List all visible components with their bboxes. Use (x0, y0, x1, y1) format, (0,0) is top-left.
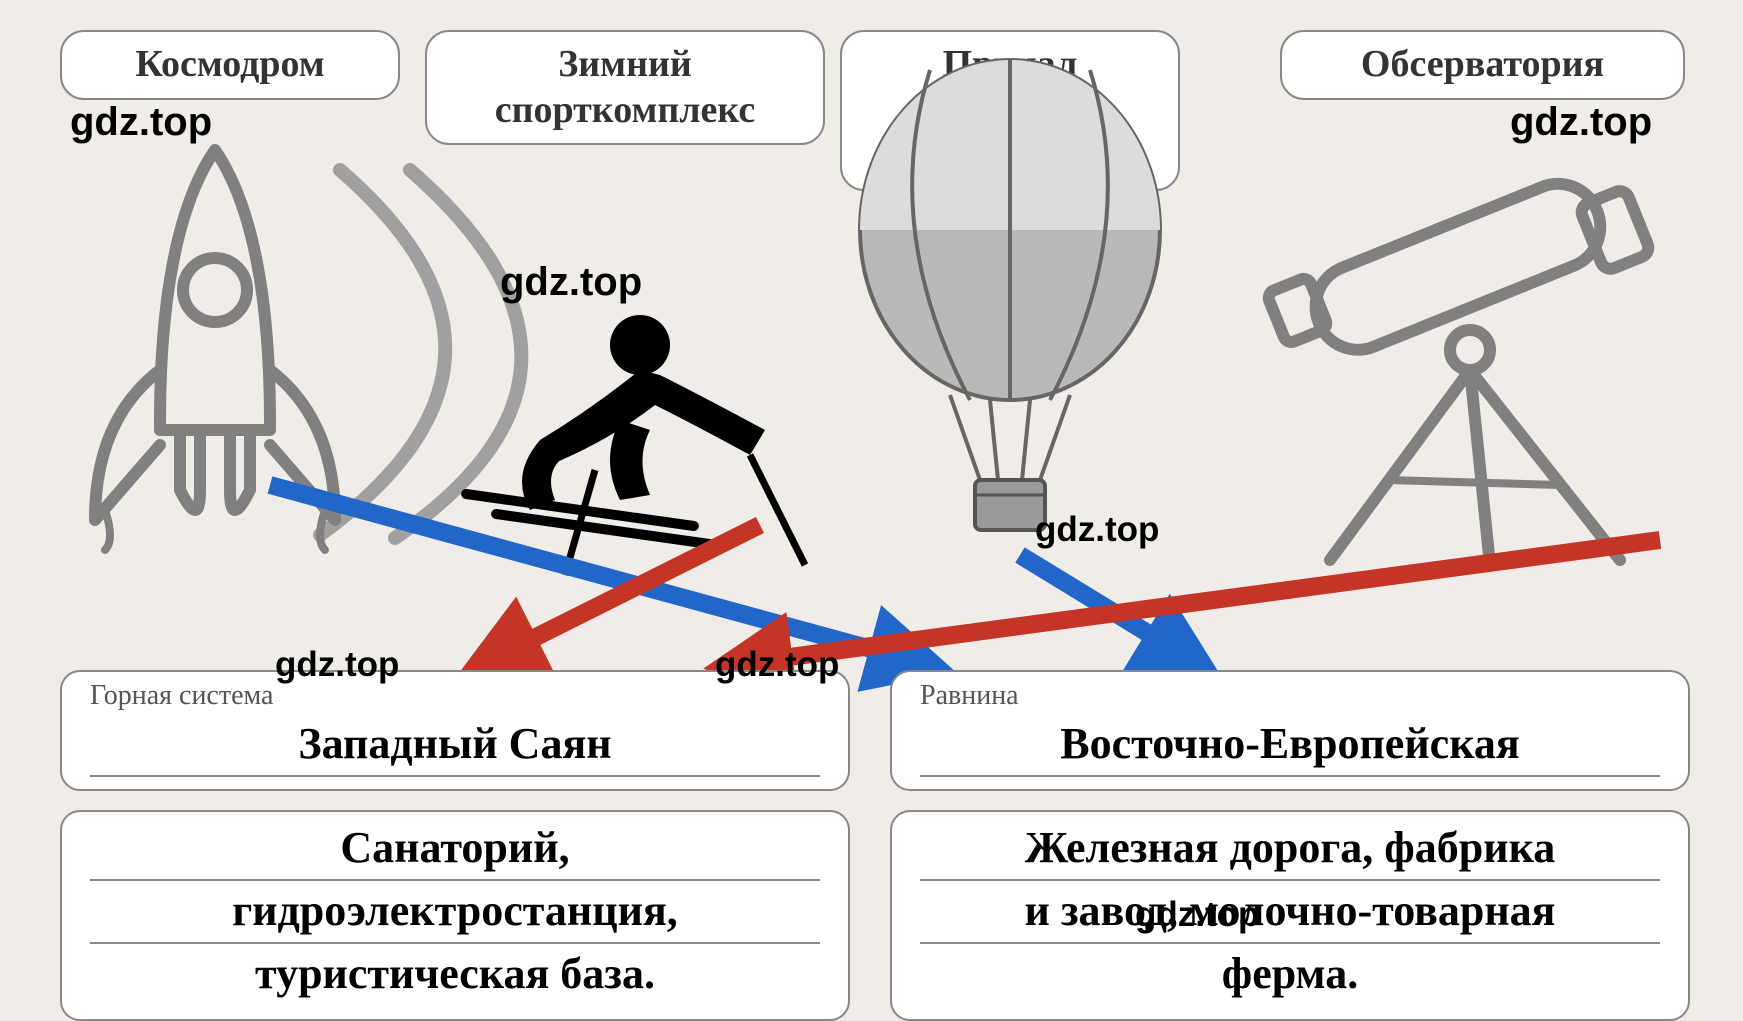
watermark: gdz.top (500, 260, 642, 305)
watermark: gdz.top (1510, 100, 1652, 145)
box-value: Западный Саян (90, 716, 820, 777)
telescope-icon (1266, 171, 1651, 565)
box-mountain-system: Горная система Западный Саян (60, 670, 850, 791)
watermark: gdz.top (1035, 510, 1159, 550)
rocket-icon (95, 150, 335, 550)
box-line: ферма. (920, 946, 1660, 1005)
balloon-icon (860, 60, 1160, 530)
box-label: Горная система (90, 680, 820, 712)
watermark: gdz.top (715, 645, 839, 685)
box-line: гидроэлектростанция, (90, 883, 820, 944)
box-line: туристическая база. (90, 946, 820, 1005)
watermark: gdz.top (275, 645, 399, 685)
box-plain: Равнина Восточно-Европейская (890, 670, 1690, 791)
box-mountain-extra: Санаторий, гидроэлектростанция, туристич… (60, 810, 850, 1021)
box-plain-extra: Железная дорога, фабрика и завод, молочн… (890, 810, 1690, 1021)
watermark: gdz.top (1135, 895, 1259, 935)
skier-icon (460, 315, 805, 575)
box-value: Восточно-Европейская (920, 716, 1660, 777)
box-line: Санаторий, (90, 820, 820, 881)
ski-track-icon (320, 170, 521, 538)
box-line: Железная дорога, фабрика (920, 820, 1660, 881)
watermark: gdz.top (70, 100, 212, 145)
box-line: и завод, молочно-товарная (920, 883, 1660, 944)
box-label: Равнина (920, 680, 1660, 712)
